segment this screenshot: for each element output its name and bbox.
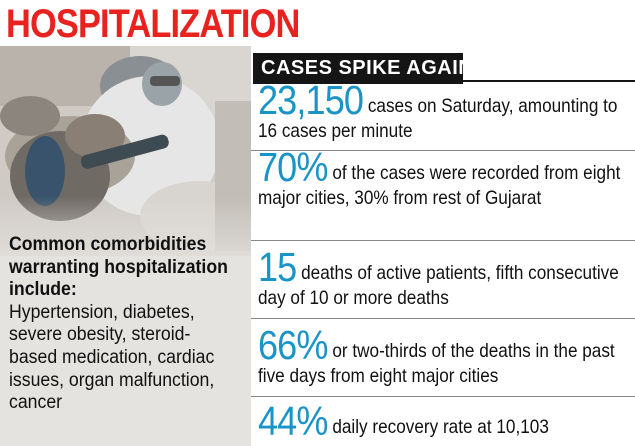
stat-number: 70% (258, 144, 328, 190)
comorbidities-heading: Common comorbidities warranting hospital… (9, 234, 228, 301)
stat-text: deaths of active patients, fifth consecu… (258, 262, 619, 309)
cases-header: CASES SPIKE AGAIN (253, 53, 473, 84)
stat-number: 23,150 (258, 77, 364, 123)
comorbidities-panel: Common comorbidities warranting hospital… (0, 46, 251, 446)
comorbidities-text: Common comorbidities warranting hospital… (9, 234, 232, 415)
stat-item: 15 deaths of active patients, fifth cons… (251, 247, 635, 319)
stat-text: daily recovery rate at 10,103 (327, 416, 549, 438)
cases-panel: CASES SPIKE AGAIN 23,150 cases on Saturd… (251, 52, 635, 446)
stat-number: 44% (258, 398, 328, 444)
stat-item: 23,150 cases on Saturday, amounting to 1… (251, 80, 635, 151)
header-divider (253, 80, 635, 82)
page-title: HOSPITALIZATION (6, 2, 300, 46)
stat-number: 15 (258, 244, 297, 290)
stat-number: 66% (258, 322, 328, 368)
stat-text: cases on Saturday, amounting to 16 cases… (258, 95, 618, 142)
stat-text: of the cases were recorded from eight ma… (258, 162, 621, 209)
stat-item: 66% or two-thirds of the deaths in the p… (251, 325, 635, 397)
stat-item: 44% daily recovery rate at 10,103 (251, 401, 635, 446)
comorbidities-list: Hypertension, diabetes, severe obesity, … (9, 301, 215, 414)
stat-text: or two-thirds of the deaths in the past … (258, 340, 615, 387)
stat-item: 70% of the cases were recorded from eigh… (251, 147, 635, 241)
